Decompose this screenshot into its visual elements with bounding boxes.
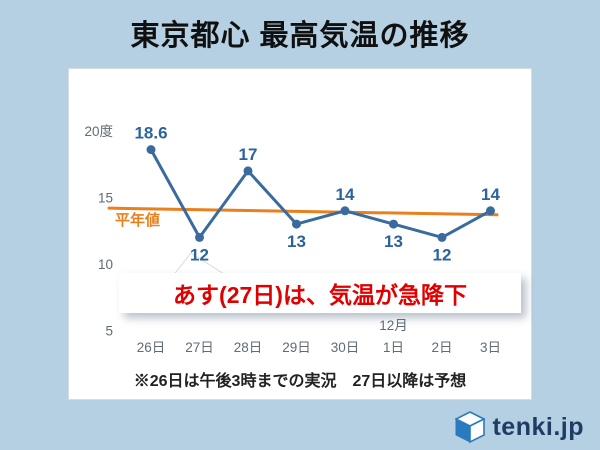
temperature-line-chart: 20度 15 10 5 26日 27日 28日 29日 30日 1日 2日 3日 12月 平年値 18.6 1… <box>84 124 501 355</box>
chart-panel: 20度 15 10 5 26日 27日 28日 29日 30日 1日 2日 3日 12月 平年値 18.6 1… <box>68 68 532 400</box>
svg-text:12: 12 <box>433 245 452 264</box>
svg-text:5: 5 <box>105 324 113 339</box>
callout-text: あす(27日)は、気温が急降下 <box>173 282 467 308</box>
callout-banner: あす(27日)は、気温が急降下 <box>119 273 521 313</box>
svg-text:10: 10 <box>98 257 113 272</box>
svg-text:20度: 20度 <box>84 124 113 139</box>
svg-text:29日: 29日 <box>282 340 311 355</box>
svg-text:30日: 30日 <box>331 340 360 355</box>
tenki-cube-icon <box>455 411 486 444</box>
svg-text:28日: 28日 <box>234 340 263 355</box>
svg-text:15: 15 <box>98 191 113 206</box>
svg-text:13: 13 <box>287 232 306 251</box>
svg-text:14: 14 <box>481 185 500 204</box>
svg-text:12: 12 <box>190 245 209 264</box>
svg-text:27日: 27日 <box>185 340 214 355</box>
svg-text:17: 17 <box>239 145 258 164</box>
page-title: 東京都心 最高気温の推移 <box>130 20 470 52</box>
tenki-logo: tenki.jp <box>455 411 584 444</box>
svg-text:1日: 1日 <box>383 340 404 355</box>
svg-text:26日: 26日 <box>137 340 166 355</box>
svg-text:13: 13 <box>384 232 403 251</box>
svg-text:3日: 3日 <box>480 340 501 355</box>
footnote: ※26日は午後3時までの実況 27日以降は予想 <box>133 373 467 390</box>
svg-text:2日: 2日 <box>431 340 452 355</box>
svg-text:18.6: 18.6 <box>134 124 167 143</box>
svg-text:平年値: 平年値 <box>115 211 160 229</box>
svg-text:14: 14 <box>336 185 355 204</box>
tenki-logo-text: tenki.jp <box>492 413 584 441</box>
svg-text:12月: 12月 <box>379 318 408 333</box>
